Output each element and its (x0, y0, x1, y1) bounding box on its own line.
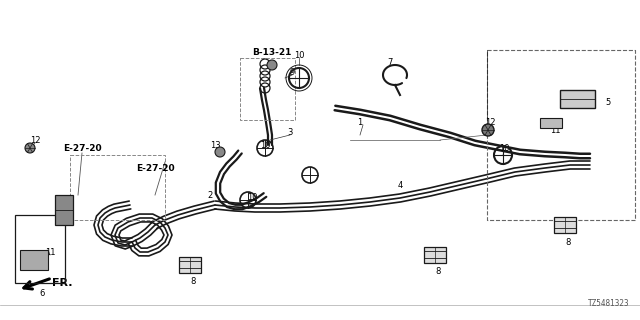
Text: 5: 5 (605, 98, 611, 107)
Text: 10: 10 (294, 51, 304, 60)
Bar (540, 118, 562, 128)
Text: 10: 10 (247, 193, 257, 202)
Text: 4: 4 (397, 180, 403, 189)
Circle shape (25, 143, 35, 153)
Bar (70, 155, 165, 220)
Circle shape (267, 60, 277, 70)
Text: 1: 1 (357, 117, 363, 126)
Text: 11: 11 (550, 125, 560, 134)
Text: 12: 12 (484, 117, 495, 126)
Bar (424, 247, 446, 263)
Bar (560, 90, 595, 108)
Text: 8: 8 (190, 277, 196, 286)
Bar (55, 195, 73, 225)
Text: 3: 3 (287, 127, 292, 137)
Text: FR.: FR. (52, 278, 72, 288)
Text: 9: 9 (289, 68, 294, 76)
Text: TZ5481323: TZ5481323 (588, 299, 630, 308)
Text: 8: 8 (435, 268, 441, 276)
Text: E-27-20: E-27-20 (136, 164, 174, 172)
Text: 13: 13 (210, 140, 220, 149)
Text: 7: 7 (387, 58, 393, 67)
Bar (15, 215, 65, 283)
Bar (20, 250, 48, 270)
Text: B-13-21: B-13-21 (252, 47, 292, 57)
Text: 10: 10 (499, 143, 509, 153)
Circle shape (215, 147, 225, 157)
Text: 11: 11 (45, 247, 55, 257)
Text: E-27-20: E-27-20 (63, 143, 101, 153)
Text: 2: 2 (207, 190, 212, 199)
Bar (179, 257, 201, 273)
Text: 8: 8 (565, 237, 571, 246)
Text: 10: 10 (260, 140, 270, 149)
Text: 12: 12 (29, 135, 40, 145)
Text: 6: 6 (39, 289, 45, 298)
Bar (487, 50, 635, 220)
Circle shape (482, 124, 494, 136)
Bar (240, 58, 295, 120)
Bar (554, 217, 576, 233)
